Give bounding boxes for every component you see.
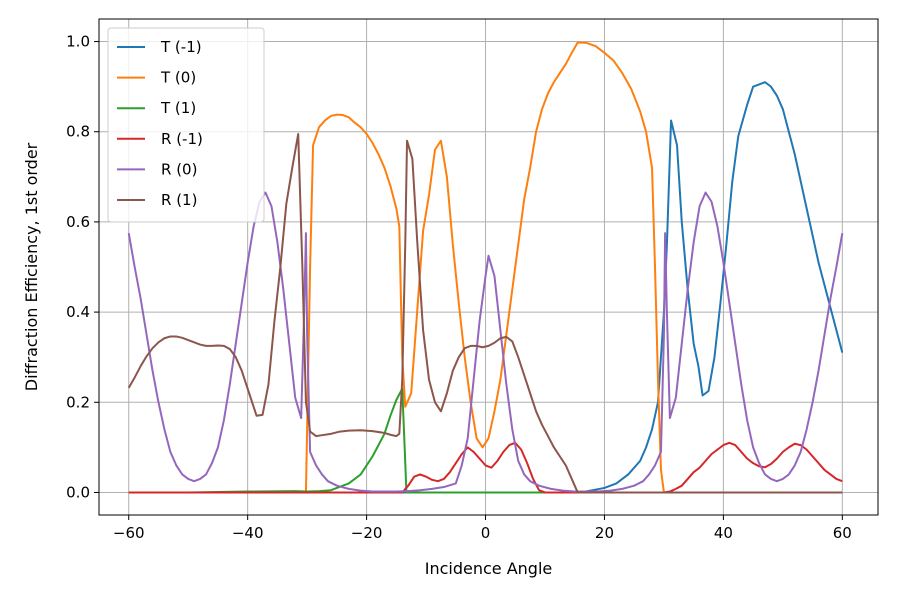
series-line-r-1	[127, 132, 843, 494]
legend-box	[107, 27, 265, 223]
x-tick-label: 60	[833, 524, 852, 542]
y-axis-label: Diffraction Efficiency, 1st order	[22, 142, 41, 391]
legend-label: T (0)	[160, 69, 196, 87]
y-tick-label: 0.6	[66, 213, 90, 231]
y-tick-label: 1.0	[66, 33, 90, 51]
x-axis: −60 −40 −20 0 20 40 60	[113, 515, 852, 542]
y-tick-label: 0.4	[66, 303, 90, 321]
legend-label: T (-1)	[160, 38, 202, 56]
x-tick-label: −40	[232, 524, 264, 542]
series-line-r-0	[127, 191, 844, 493]
x-tick-label: 0	[481, 524, 491, 542]
y-tick-label: 0.8	[66, 123, 90, 141]
x-tick-label: 40	[714, 524, 733, 542]
x-tick-label: 20	[595, 524, 614, 542]
x-axis-label: Incidence Angle	[425, 559, 553, 578]
series-layer	[127, 41, 844, 494]
legend: T (-1) T (0) T (1) R (-1) R (0) R (1)	[107, 27, 265, 223]
y-tick-label: 0.2	[66, 393, 90, 411]
y-tick-label: 0.0	[66, 483, 90, 501]
x-tick-label: −60	[113, 524, 145, 542]
series-line-t-1	[128, 81, 844, 494]
legend-label: R (1)	[161, 191, 197, 209]
series-line-t-0	[128, 41, 843, 494]
plot-frame	[98, 18, 879, 516]
legend-label: T (1)	[160, 99, 196, 117]
x-tick-label: −20	[351, 524, 383, 542]
legend-label: R (-1)	[161, 130, 203, 148]
y-axis: 0.0 0.2 0.4 0.6 0.8 1.0	[66, 33, 99, 501]
series-line-t-1	[128, 387, 843, 494]
legend-label: R (0)	[161, 160, 197, 178]
